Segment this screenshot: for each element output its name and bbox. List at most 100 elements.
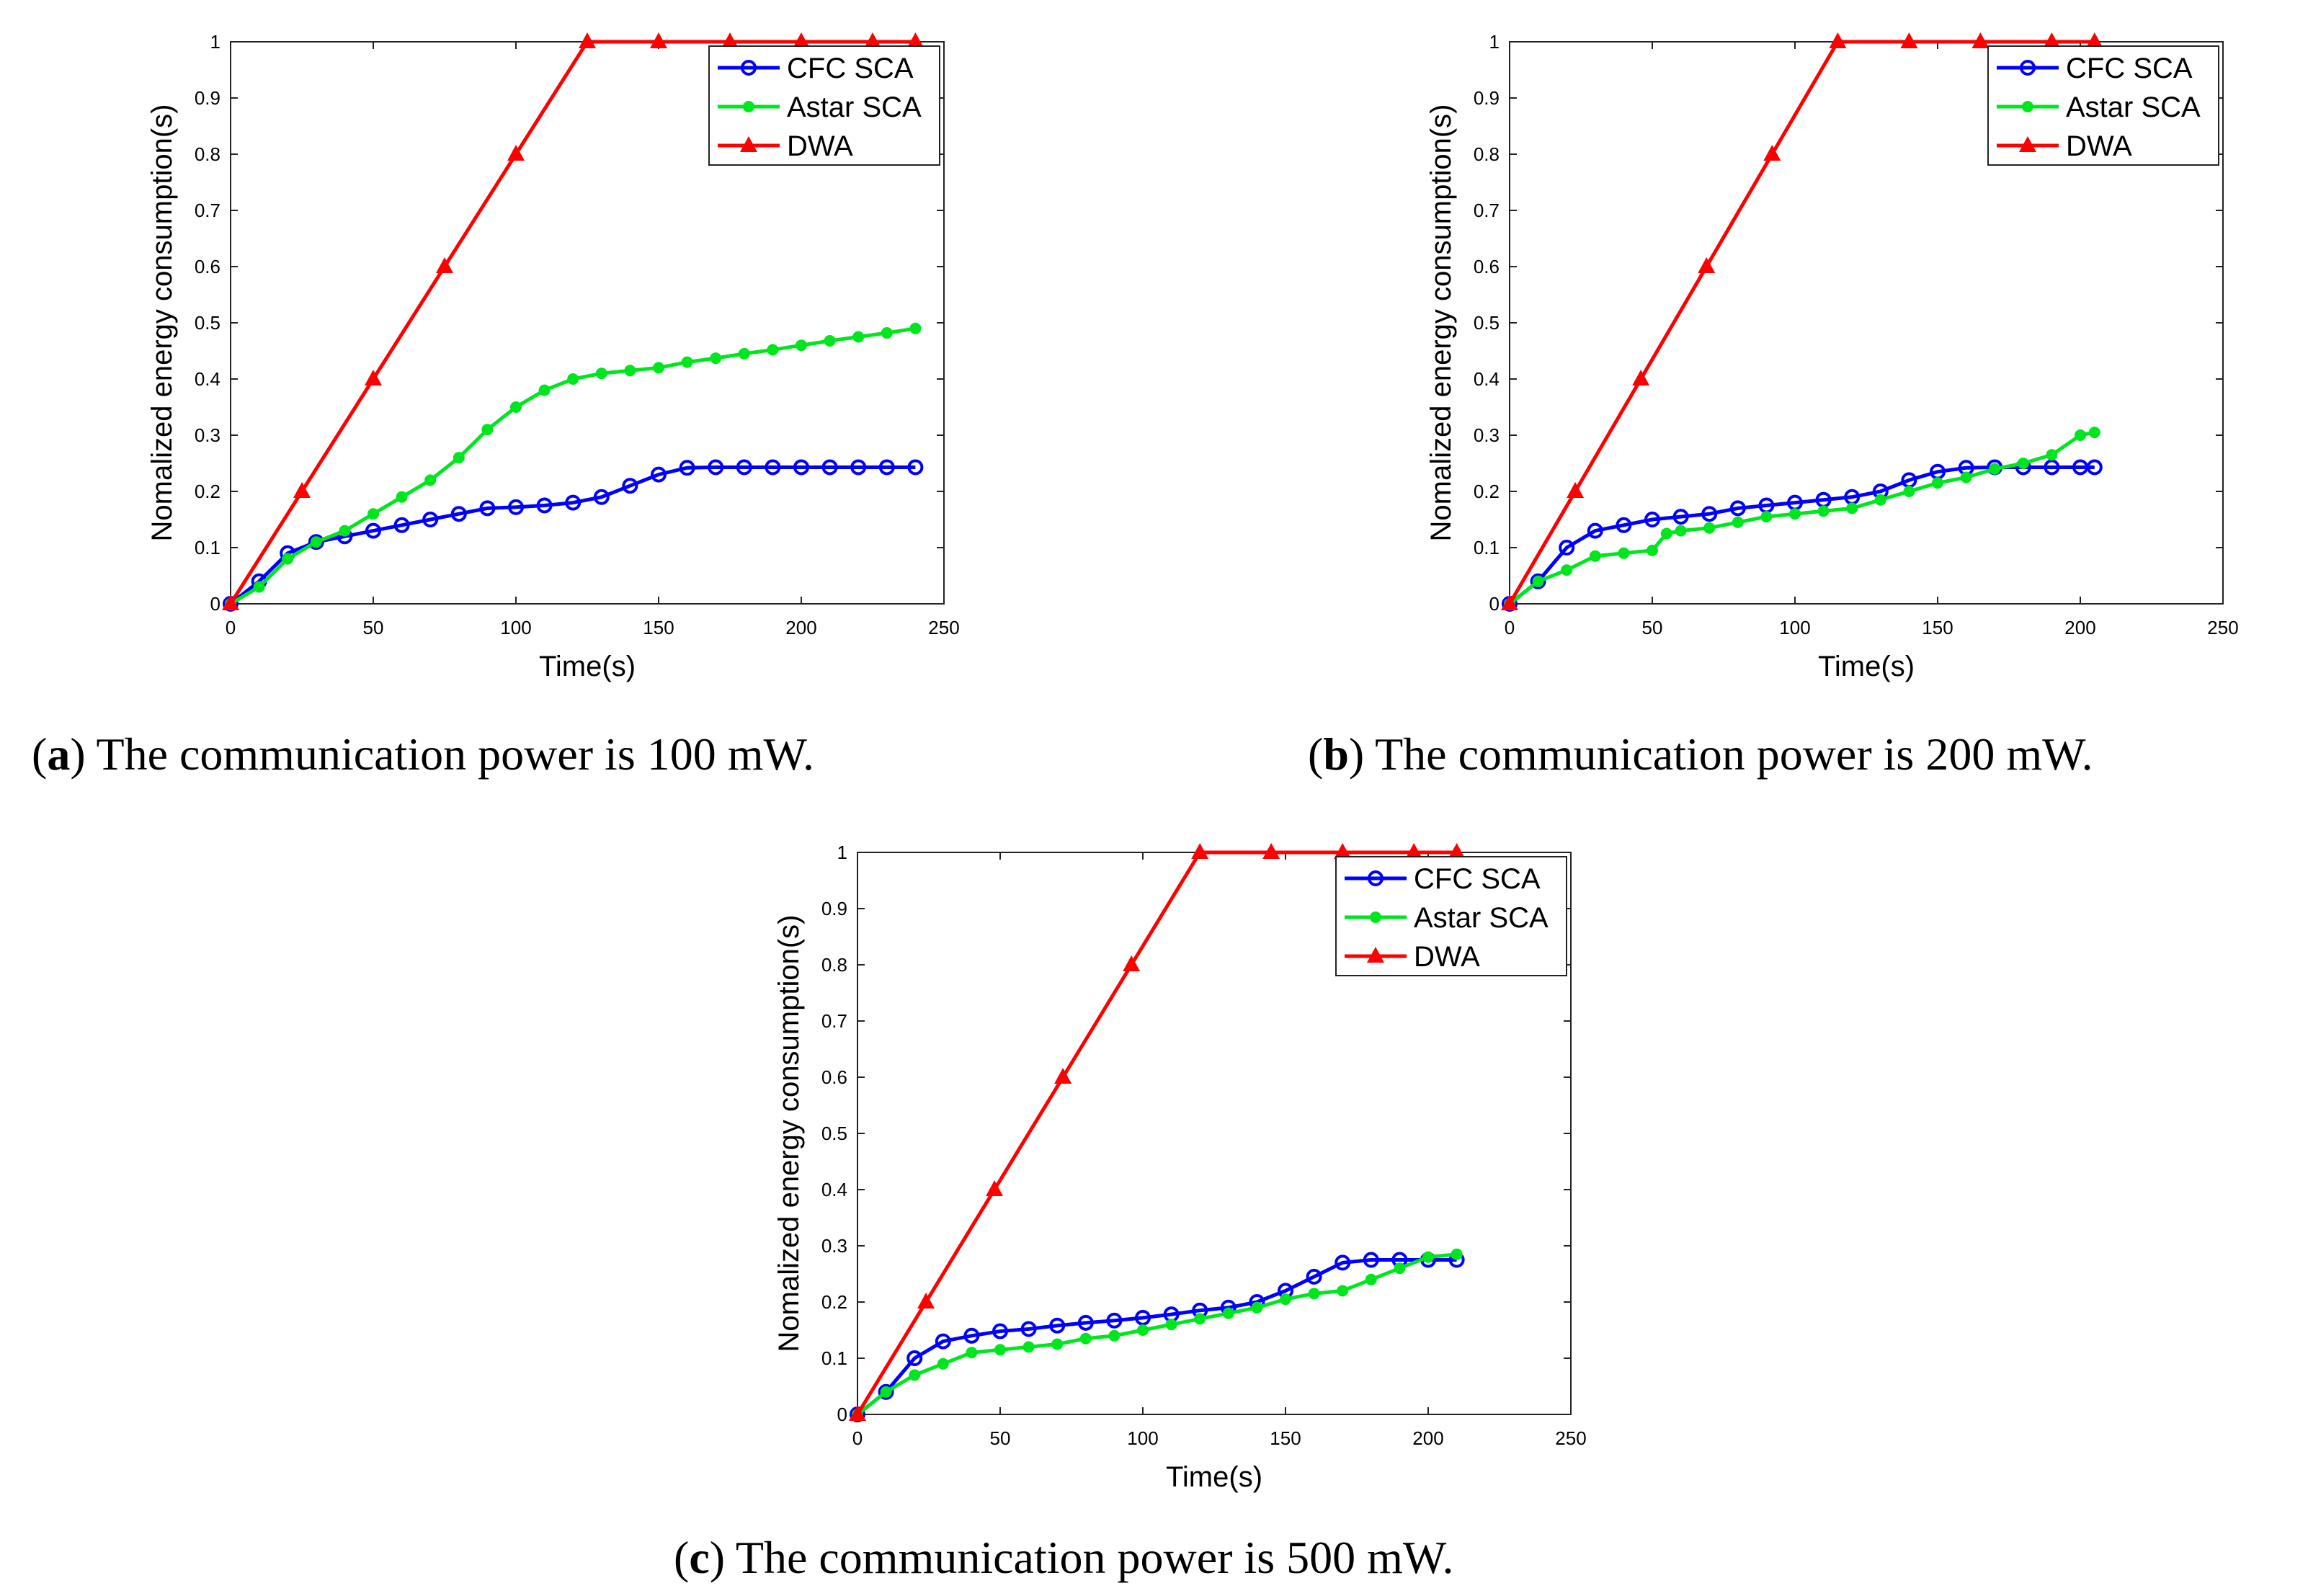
chart-b: 0 50 100 150 200 250 0 0.1 0.2 0.3 0.4 0.5 0.6 0.7 0.8… [1425, 31, 2239, 682]
y-tick-label: 0.7 [195, 200, 220, 221]
data-point [1632, 370, 1650, 385]
data-point [2017, 458, 2029, 469]
data-point [365, 370, 382, 385]
data-point [1874, 494, 1886, 506]
data-point [293, 482, 311, 498]
data-point [651, 466, 667, 483]
data-point [538, 384, 551, 396]
legend-label: Astar SCA [1414, 902, 1549, 934]
data-point [308, 534, 324, 550]
data-point [1789, 508, 1801, 520]
y-tick-label: 0.1 [821, 1347, 847, 1369]
caption-c: (c) The communication power is 500 mW. [674, 1532, 1454, 1583]
legend-marker [2019, 136, 2036, 152]
x-tick-label: 0 [1505, 617, 1515, 638]
caption-a: (a) The communication power is 100 mW. [32, 728, 815, 780]
y-tick-label: 0.1 [195, 537, 220, 558]
x-tick-label: 200 [1412, 1427, 1443, 1449]
x-axis-label: Time(s) [1818, 651, 1915, 682]
data-point [1222, 1307, 1234, 1319]
x-tick-label: 50 [990, 1427, 1011, 1449]
data-point [1900, 32, 1918, 48]
y-tick-label: 1 [210, 31, 220, 53]
data-point [1020, 1321, 1037, 1337]
data-point [909, 322, 922, 334]
y-tick-label: 0.1 [1474, 537, 1500, 558]
data-point [593, 489, 610, 505]
legend-label: Astar SCA [787, 92, 922, 123]
data-point [679, 460, 695, 476]
legend-label: DWA [2066, 130, 2132, 162]
data-point [508, 499, 524, 515]
legend-marker [741, 60, 757, 76]
y-tick-label: 0.7 [821, 1010, 847, 1032]
data-point [992, 1323, 1008, 1339]
y-tick-label: 0.6 [195, 256, 220, 277]
caption-text-c: The communication power is 500 mW. [735, 1532, 1454, 1583]
series-line-circle [856, 1258, 1457, 1416]
data-point [393, 517, 410, 533]
data-point [579, 32, 596, 48]
data-point [878, 1383, 894, 1400]
data-point [738, 347, 750, 360]
data-point [1960, 471, 1972, 483]
data-point [1077, 1314, 1094, 1331]
legend-label: DWA [787, 130, 853, 162]
data-point [1422, 1251, 1434, 1263]
data-point [1675, 525, 1687, 537]
data-point [1337, 1285, 1349, 1297]
data-point [793, 32, 810, 48]
x-tick-label: 0 [226, 617, 236, 638]
data-point [849, 1405, 866, 1421]
data-point [1532, 575, 1544, 587]
data-point [907, 459, 924, 476]
data-point [2086, 459, 2103, 476]
data-point [963, 1327, 980, 1344]
data-point [1448, 843, 1466, 859]
legend-marker [1368, 870, 1384, 886]
caption-letter-c: c [689, 1532, 710, 1583]
series-line-triangle [1507, 40, 2095, 605]
data-point [222, 594, 239, 610]
data-point [1334, 843, 1352, 859]
legend: CFC SCA Astar SCA DWA [1987, 45, 2219, 166]
x-tick-label: 100 [1127, 1427, 1158, 1449]
data-point [906, 32, 924, 48]
data-point [937, 1358, 949, 1370]
data-point [1587, 522, 1603, 539]
data-point [881, 327, 893, 339]
series-line-dot [856, 1252, 1457, 1416]
data-point [481, 424, 494, 436]
y-tick-label: 0.6 [1474, 256, 1500, 277]
y-tick-label: 1 [837, 842, 847, 863]
x-tick-label: 150 [1922, 617, 1953, 638]
data-point [1618, 547, 1630, 559]
caption-letter-b: b [1323, 728, 1349, 780]
data-point [1451, 1248, 1463, 1260]
y-tick-label: 0.8 [821, 954, 847, 976]
data-point [906, 1350, 923, 1366]
data-point [852, 331, 865, 343]
y-tick-label: 0 [837, 1404, 847, 1425]
x-tick-label: 50 [1642, 617, 1663, 638]
data-point [1051, 1338, 1064, 1350]
y-axis-label: Nomalized energy consumption(s) [146, 104, 178, 542]
data-point [1262, 843, 1280, 859]
chart-c: 0 50 100 150 200 250 0 0.1 0.2 0.3 0.4 0.5 0.6 0.7 0.8… [773, 842, 1587, 1493]
data-point [367, 508, 379, 520]
data-point [1394, 1262, 1406, 1275]
y-axis-label: Nomalized energy consumption(s) [1425, 104, 1457, 542]
y-tick-label: 0.7 [1474, 200, 1500, 221]
data-point [2046, 449, 2058, 461]
data-point [365, 522, 381, 539]
data-point [765, 459, 781, 476]
data-point [1079, 1332, 1092, 1345]
data-point [1703, 522, 1716, 534]
data-point [622, 478, 638, 494]
legend-label: CFC SCA [2066, 53, 2193, 84]
y-tick-label: 0.2 [821, 1291, 847, 1313]
data-point [1106, 1312, 1123, 1329]
y-tick-label: 0.9 [1474, 87, 1500, 109]
y-tick-label: 0.3 [821, 1235, 847, 1257]
data-point [935, 1333, 951, 1350]
